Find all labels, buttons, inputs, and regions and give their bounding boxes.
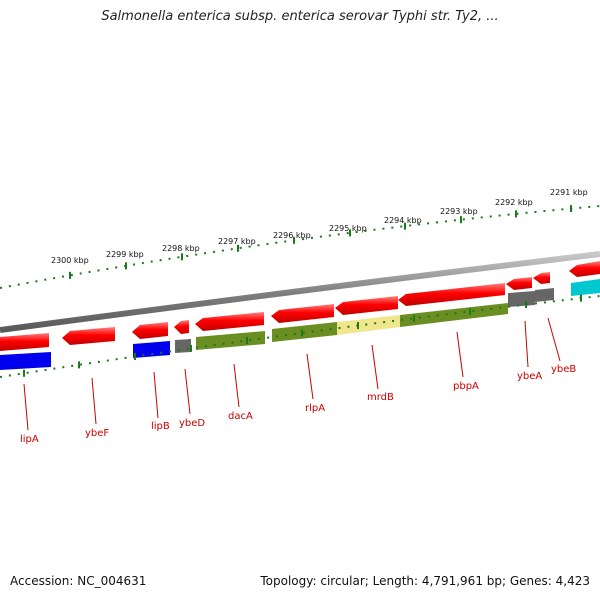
gene-label-pbpA: pbpA: [453, 381, 479, 392]
kbp-label: 2297 kbp: [218, 237, 256, 246]
gene-ybeA-bar: [508, 291, 535, 307]
gene-labels: lipA ybeF lipB ybeD dacA rlpA mrdB pbpA …: [20, 364, 576, 445]
gene-mrdB-arrow: [335, 296, 398, 315]
leader-line: [184, 368, 191, 415]
kbp-label: 2293 kbp: [440, 207, 478, 216]
gene-label-ybeD: ybeD: [179, 418, 205, 429]
genome-backbone: [0, 251, 600, 333]
kbp-label: 2300 kbp: [51, 256, 89, 265]
leader-line: [371, 344, 379, 390]
accession-text: Accession: NC_004631: [10, 574, 147, 588]
map-title: Salmonella enterica subsp. enterica sero…: [101, 9, 499, 24]
gene-label-mrdB: mrdB: [367, 392, 394, 403]
gene-dacA-arrow: [195, 312, 264, 331]
outer-tick-ring: [0, 205, 600, 289]
gene-label-rlpA: rlpA: [305, 403, 325, 414]
topology-text: Topology: circular; Length: 4,791,961 bp…: [260, 574, 590, 588]
gene-ybeD-bar: [175, 339, 191, 353]
kbp-labels: 2300 kbp 2299 kbp 2298 kbp 2297 kbp 2296…: [51, 188, 588, 265]
gene-label-ybeB: ybeB: [551, 364, 576, 375]
gene-lipB-bar: [133, 341, 170, 358]
leader-line: [524, 320, 529, 368]
leader-line: [23, 383, 29, 431]
gene-pbpA-bar: [400, 303, 508, 327]
kbp-label: 2299 kbp: [106, 250, 144, 259]
kbp-label: 2292 kbp: [495, 198, 533, 207]
gene-ybeB-bar: [535, 288, 554, 302]
gene-ybeD-arrow: [174, 320, 189, 334]
gene-label-ybeA: ybeA: [517, 371, 542, 382]
gene-pbpA-arrow: [398, 283, 505, 306]
gene-label-ybeF: ybeF: [85, 428, 109, 439]
gene-ybeF-arrow: [62, 327, 115, 345]
gene-rlpA-arrow: [271, 304, 334, 323]
leader-line: [153, 371, 159, 419]
gene-ybeA-arrow: [506, 277, 532, 290]
kbp-label: 2296 kbp: [273, 231, 311, 240]
kbp-label: 2298 kbp: [162, 244, 200, 253]
leader-line: [91, 377, 97, 425]
outer-major-ticks: [69, 205, 572, 279]
leader-line: [547, 317, 561, 362]
gene-ybeB-arrow: [533, 272, 550, 284]
inner-tick-ring: [0, 294, 600, 378]
feature-strand: [0, 279, 600, 370]
gene-lipB-arrow: [132, 322, 168, 339]
gene-label-lipA: lipA: [20, 434, 39, 445]
kbp-label: 2295 kbp: [329, 224, 367, 233]
region-mrdB-highlight: [337, 315, 400, 335]
outer-tick-dots: [0, 205, 600, 289]
leader-line: [456, 331, 464, 378]
forward-strand: [0, 261, 600, 351]
gene-next-bar: [571, 279, 600, 296]
kbp-label: 2291 kbp: [550, 188, 588, 197]
leader-line: [306, 353, 314, 400]
gene-next-arrow: [569, 261, 600, 277]
gene-lipA-bar: [0, 352, 51, 370]
kbp-label: 2294 kbp: [384, 216, 422, 225]
gene-lipA-forward: [0, 333, 49, 351]
gene-leaders: [23, 317, 561, 431]
leader-line: [233, 363, 240, 408]
inner-major-ticks: [23, 294, 582, 377]
gene-label-lipB: lipB: [151, 421, 170, 432]
gene-dacA-bar: [196, 331, 265, 350]
gene-label-dacA: dacA: [228, 411, 253, 422]
